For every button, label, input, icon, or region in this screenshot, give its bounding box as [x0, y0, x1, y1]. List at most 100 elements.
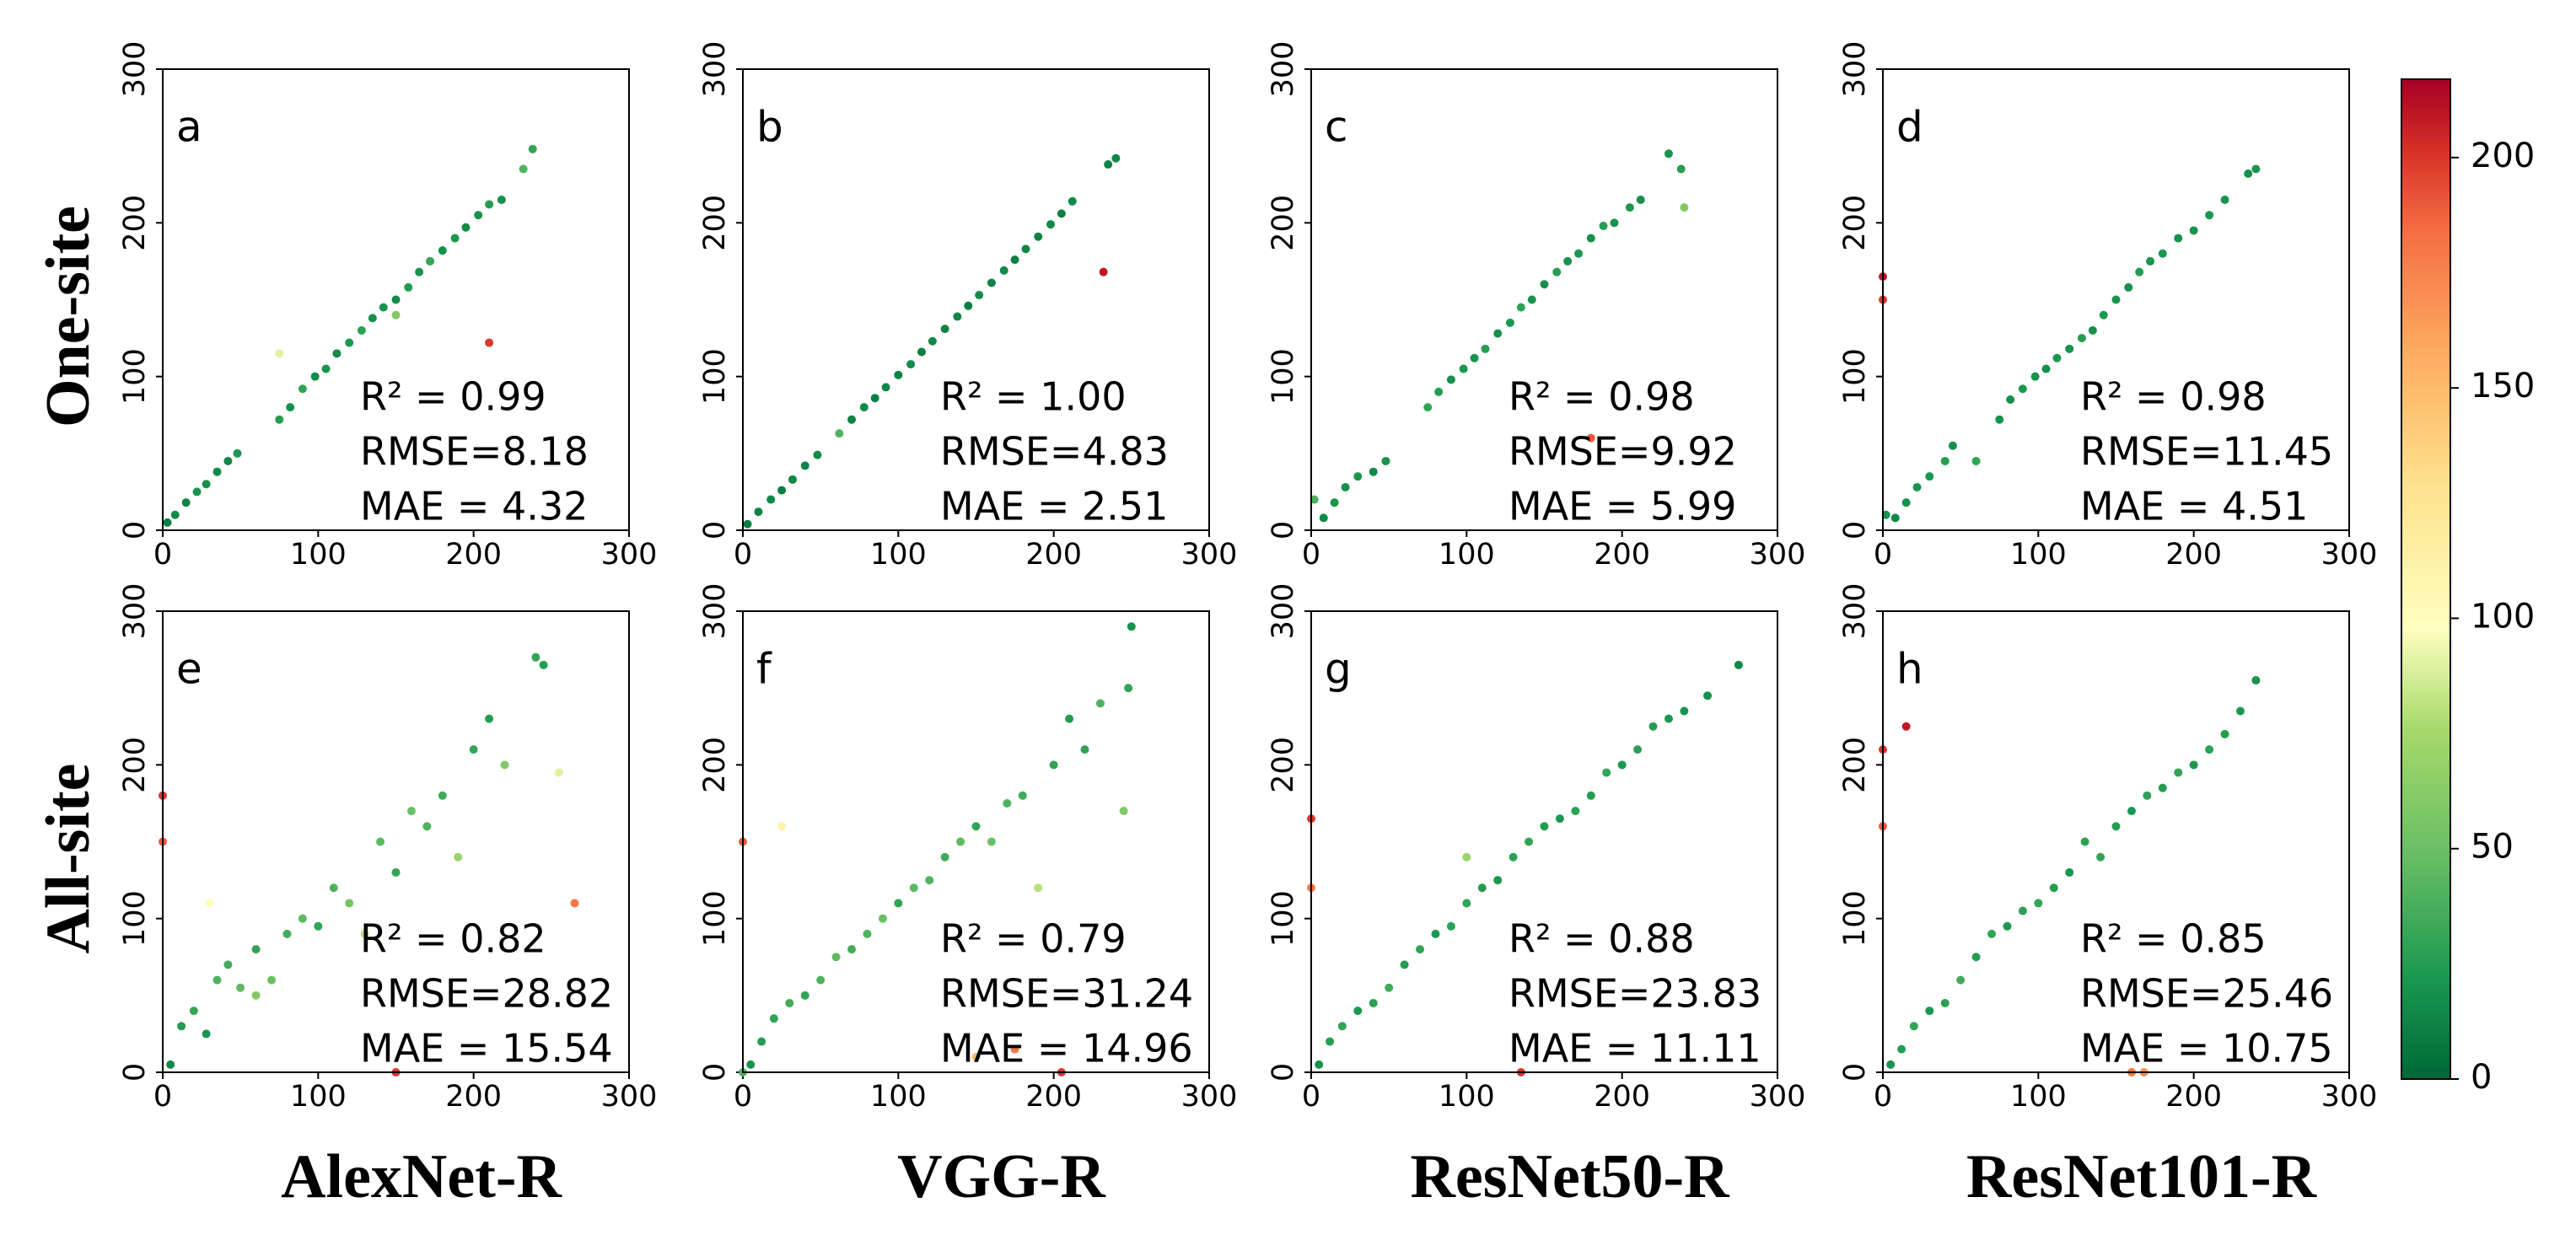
point [1099, 267, 1108, 277]
point [406, 807, 416, 816]
point [987, 278, 996, 287]
point [1586, 234, 1595, 243]
point [1703, 691, 1713, 701]
point [971, 1052, 981, 1061]
point [1021, 244, 1030, 254]
y-tick-label: 300 [698, 583, 732, 640]
point [528, 144, 537, 153]
point [940, 852, 949, 862]
plot-frame [162, 610, 630, 1073]
point [1124, 684, 1133, 693]
panel: 0 100 200 300 0 100 200 300 f R² = 0.79 RMSE=31.24… [698, 583, 1237, 1114]
point [1065, 714, 1074, 723]
colorbar-tick-label: 50 [2471, 828, 2514, 867]
point [2143, 791, 2152, 800]
point [1049, 760, 1058, 770]
point [454, 852, 463, 862]
point [345, 899, 354, 908]
point [1369, 998, 1378, 1007]
y-tick-label: 0 [698, 1063, 732, 1082]
x-tick-label: 0 [734, 1080, 752, 1114]
point [282, 929, 292, 938]
y-tick-label: 0 [1838, 521, 1872, 540]
point [1948, 441, 1957, 450]
point [205, 899, 214, 908]
point [202, 1029, 211, 1039]
y-tick-label: 0 [118, 521, 152, 540]
y-tick-label: 0 [698, 521, 732, 540]
point [376, 837, 385, 846]
x-tick-label: 0 [1874, 538, 1892, 572]
point [2049, 883, 2058, 893]
point [894, 370, 903, 379]
colorbar-tick-label: 200 [2471, 137, 2535, 175]
point [777, 486, 787, 495]
point [166, 1060, 175, 1069]
annotation: MAE = 14.96 [940, 1026, 1193, 1071]
panel-letter: d [1896, 103, 1923, 152]
point [2189, 760, 2198, 770]
point [555, 768, 564, 777]
point [975, 291, 984, 300]
point [2034, 899, 2043, 908]
point [1068, 196, 1077, 206]
point [438, 246, 447, 255]
panel: 0 100 200 300 0 100 200 300 c R² = 0.98 RMSE=9.92 M… [1266, 41, 1805, 572]
point [2158, 783, 2167, 792]
point [1912, 482, 1922, 491]
point [987, 837, 996, 846]
x-tick-label: 200 [445, 538, 502, 572]
y-tick-label: 100 [698, 348, 732, 405]
point [2111, 295, 2121, 304]
y-tick-label: 200 [1266, 195, 1300, 251]
point [1940, 998, 1949, 1007]
point [360, 929, 369, 938]
point [1664, 714, 1673, 723]
point [1385, 983, 1394, 992]
panel-letter: h [1896, 645, 1923, 694]
point [1446, 921, 1455, 931]
point [2251, 164, 2261, 174]
point [1636, 195, 1645, 204]
y-tick-label: 200 [698, 195, 732, 251]
point [2146, 256, 2155, 266]
point [800, 991, 809, 1000]
point [1381, 456, 1390, 465]
point [1599, 221, 1608, 230]
annotation: MAE = 4.32 [360, 484, 588, 529]
point [1010, 1044, 1019, 1054]
x-tick-label: 0 [734, 538, 752, 572]
point [1648, 722, 1658, 731]
annotation: MAE = 10.75 [2080, 1026, 2333, 1071]
colorbar-tick-label: 100 [2471, 597, 2535, 636]
point [469, 745, 478, 754]
plot-frame [1310, 68, 1778, 531]
point [329, 883, 338, 893]
point [2088, 325, 2097, 335]
point [2235, 706, 2245, 716]
point [379, 303, 388, 312]
point [2135, 267, 2144, 277]
point [2174, 234, 2183, 243]
point [777, 822, 787, 831]
y-tick-label: 100 [1266, 890, 1300, 947]
point [800, 461, 809, 470]
point [223, 960, 233, 969]
point [2205, 211, 2214, 220]
point [746, 1060, 756, 1069]
annotation: RMSE=25.46 [2080, 971, 2333, 1017]
point [212, 467, 222, 476]
point [956, 837, 965, 846]
point [1586, 791, 1595, 800]
point [1477, 883, 1487, 893]
annotation: RMSE=11.45 [2080, 429, 2333, 475]
y-tick-label: 100 [118, 348, 152, 405]
x-tick-label: 0 [1302, 1080, 1320, 1114]
x-tick-label: 100 [2010, 538, 2067, 572]
point [2244, 169, 2253, 178]
point [1971, 953, 1981, 962]
point [1664, 149, 1673, 158]
panel-letter: g [1325, 645, 1352, 694]
x-tick-label: 300 [601, 1080, 658, 1114]
